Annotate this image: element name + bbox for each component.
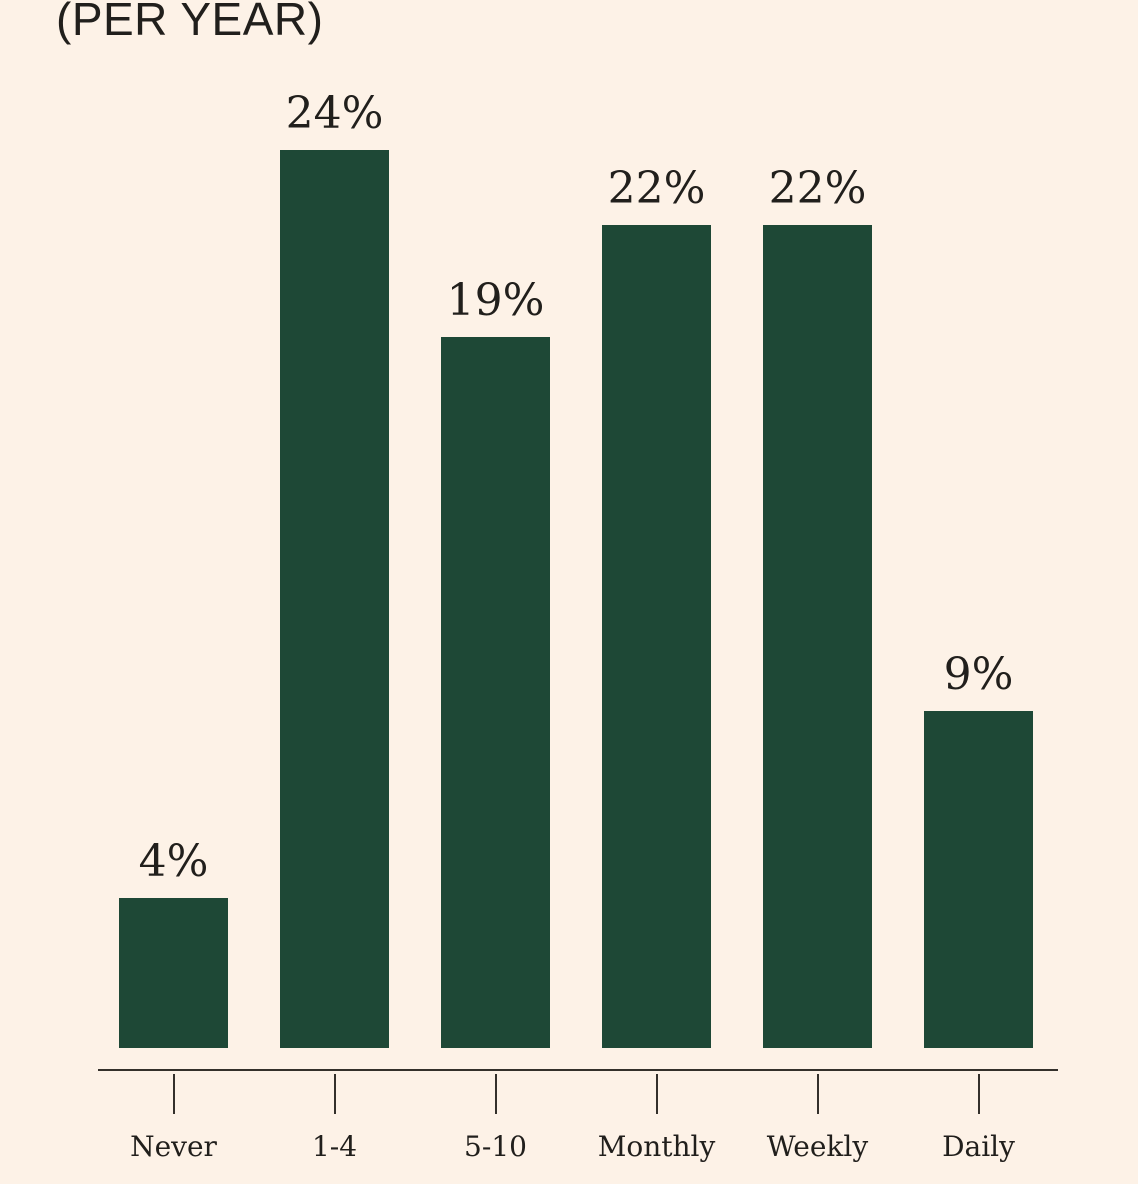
value-label-monthly: 22% bbox=[607, 163, 706, 214]
value-label-1-4: 24% bbox=[285, 88, 384, 139]
x-axis-line bbox=[98, 1069, 1058, 1071]
category-label-weekly: Weekly bbox=[766, 1130, 869, 1163]
x-axis-tick-never bbox=[172, 1074, 175, 1114]
category-label-daily: Daily bbox=[942, 1130, 1015, 1163]
value-label-never: 4% bbox=[138, 836, 209, 887]
x-axis-tick-5-10 bbox=[494, 1074, 497, 1114]
category-label-1-4: 1-4 bbox=[311, 1130, 358, 1163]
x-axis-tick-1-4 bbox=[333, 1074, 336, 1114]
chart-title: (PER YEAR) bbox=[56, 0, 324, 45]
value-label-5-10: 19% bbox=[446, 275, 545, 326]
bar-weekly bbox=[763, 225, 872, 1048]
category-label-monthly: Monthly bbox=[597, 1130, 716, 1163]
value-label-weekly: 22% bbox=[768, 163, 867, 214]
x-axis-tick-monthly bbox=[655, 1074, 658, 1114]
bar-never bbox=[119, 898, 228, 1048]
category-label-5-10: 5-10 bbox=[464, 1130, 527, 1163]
x-axis-tick-daily bbox=[977, 1074, 980, 1114]
bar-5-10 bbox=[441, 337, 550, 1048]
x-axis-tick-weekly bbox=[816, 1074, 819, 1114]
bar-daily bbox=[924, 711, 1033, 1048]
bar-1-4 bbox=[280, 150, 389, 1048]
bar-monthly bbox=[602, 225, 711, 1048]
value-label-daily: 9% bbox=[943, 649, 1014, 700]
category-label-never: Never bbox=[130, 1130, 217, 1163]
